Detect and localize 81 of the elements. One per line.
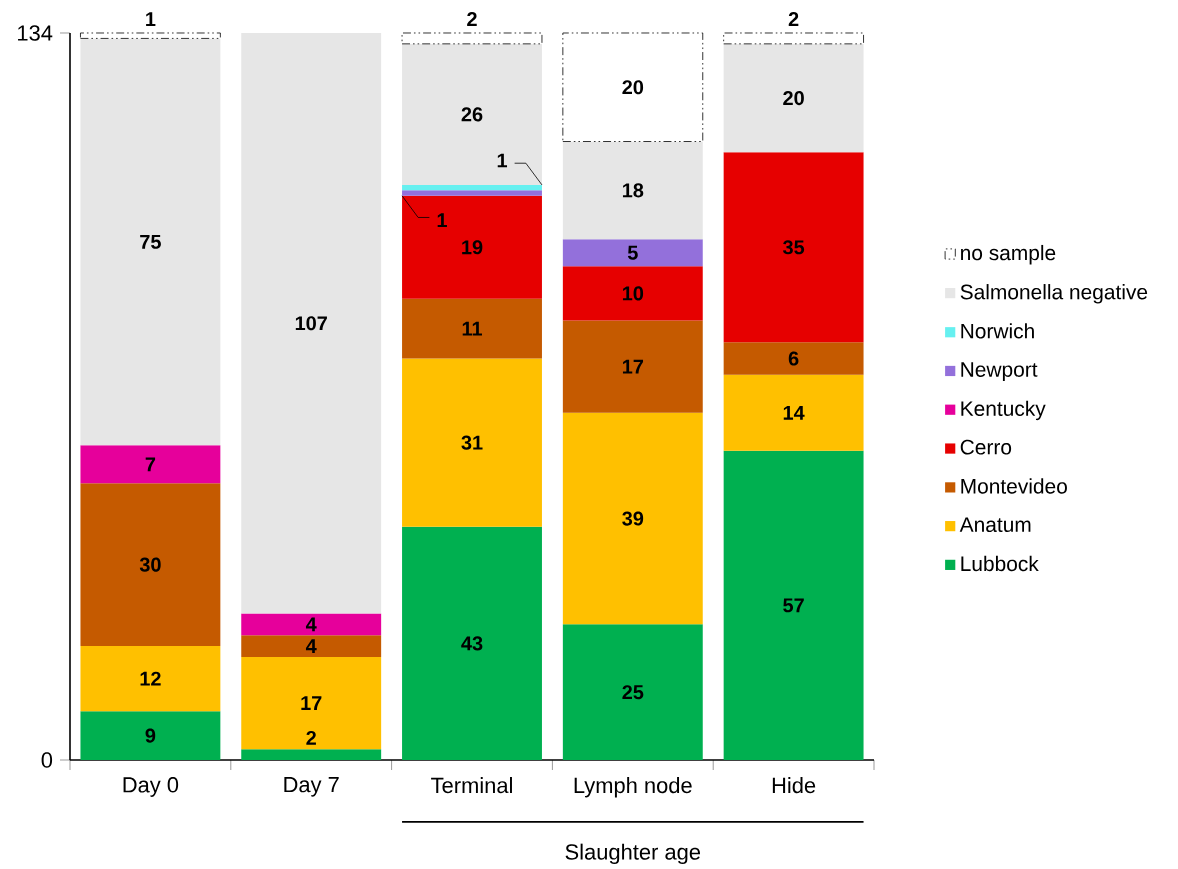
y-tick-label: 134 <box>18 25 53 41</box>
bar <box>80 483 221 647</box>
bar <box>402 43 542 185</box>
data-label: 20 <box>783 91 804 106</box>
bar <box>80 32 221 39</box>
legend-label: Montevideo <box>961 478 1067 494</box>
bar <box>723 342 864 375</box>
data-label: 2 <box>788 12 799 26</box>
data-label: 7 <box>145 457 156 472</box>
data-label: 2 <box>306 730 316 745</box>
data-label: 4 <box>305 617 317 632</box>
data-label: 75 <box>140 234 161 249</box>
bar <box>241 613 382 636</box>
bar <box>562 266 703 321</box>
legend-label: Anatum <box>959 517 1031 533</box>
data-label: 2 <box>467 12 477 26</box>
legend-label: no sample <box>961 244 1056 265</box>
bar <box>723 450 864 760</box>
bar <box>562 141 703 240</box>
bar <box>562 624 703 760</box>
bar <box>80 646 221 712</box>
legend-label: Lubbock <box>961 555 1039 572</box>
data-label: 17 <box>622 359 644 374</box>
bar <box>241 656 382 750</box>
y-tick-label: 0 <box>41 752 53 768</box>
bar <box>80 445 221 484</box>
legend-label: Kentucky <box>961 400 1046 421</box>
legend-label: Salmonella negative <box>960 284 1148 304</box>
data-label: 1 <box>437 213 447 228</box>
data-label: 5 <box>627 245 638 260</box>
bar <box>401 32 543 45</box>
bar <box>723 374 864 451</box>
bar <box>241 32 382 614</box>
legend-label: Newport <box>961 362 1038 382</box>
data-label: 4 <box>305 639 317 653</box>
legend-label: Norwich <box>961 323 1034 339</box>
x-tick-label: Terminal <box>431 777 512 794</box>
x-tick-label: Lymph node <box>574 777 692 798</box>
data-label: 6 <box>788 351 799 366</box>
bar <box>241 635 382 657</box>
data-label: 25 <box>622 685 644 700</box>
bar <box>562 320 703 413</box>
bar <box>562 239 703 267</box>
data-label: 17 <box>301 696 322 710</box>
bar <box>80 711 221 760</box>
bar <box>402 195 542 299</box>
data-label: 14 <box>783 405 805 420</box>
bar <box>562 412 703 625</box>
bar <box>723 152 864 343</box>
bar <box>723 43 864 153</box>
bar <box>402 190 542 196</box>
bar <box>80 38 221 446</box>
data-label: 57 <box>783 598 804 613</box>
data-label: 20 <box>622 80 644 95</box>
data-label: 1 <box>497 153 508 168</box>
bar <box>402 358 542 527</box>
legend-label: Cerro <box>960 439 1012 455</box>
data-label: 30 <box>139 557 161 572</box>
data-label: 26 <box>461 107 483 122</box>
data-label: 1 <box>146 12 156 26</box>
data-label: 107 <box>295 316 327 331</box>
data-label: 39 <box>622 511 644 526</box>
data-label: 10 <box>622 286 644 301</box>
x-tick-label: Day 0 <box>123 777 179 797</box>
data-label: 18 <box>622 183 644 198</box>
x-tick-label: Hide <box>772 777 816 794</box>
x-tick-label: Day 7 <box>284 777 339 797</box>
data-label: 12 <box>140 671 161 686</box>
bar <box>402 184 542 191</box>
data-label: 9 <box>145 728 156 743</box>
bar <box>402 298 542 359</box>
data-label: 43 <box>461 636 483 651</box>
data-label: 11 <box>462 321 482 336</box>
data-label: 19 <box>462 240 483 255</box>
bar <box>241 749 382 760</box>
bar <box>402 526 542 760</box>
bar <box>723 32 864 45</box>
data-label: 35 <box>782 240 805 255</box>
bar <box>562 32 704 142</box>
text: Slaughter age <box>565 843 701 865</box>
data-label: 31 <box>461 435 483 450</box>
